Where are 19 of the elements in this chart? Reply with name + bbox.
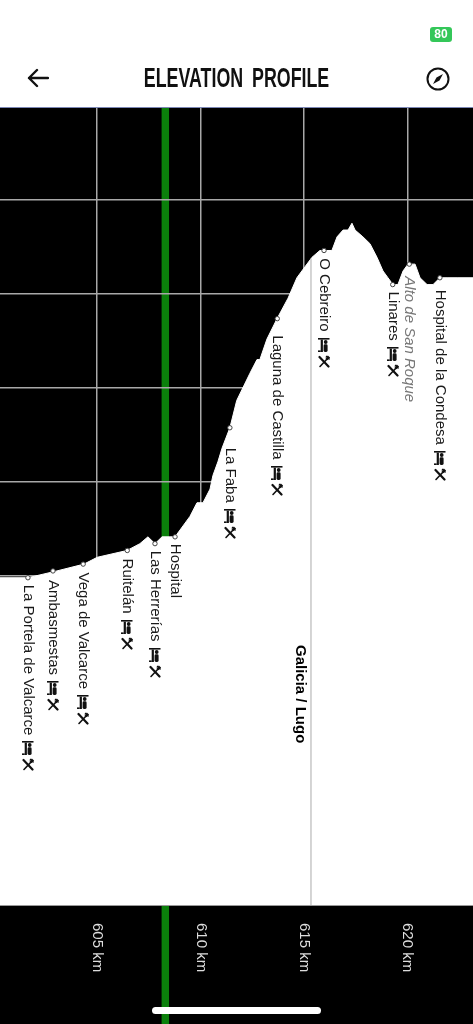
annotation: Linares — [385, 291, 403, 341]
x-tick-label: 615 km — [297, 923, 315, 973]
annotation: Ambasmestas — [45, 580, 63, 676]
x-tick-label: 610 km — [193, 923, 211, 973]
annotation: La Faba — [222, 447, 240, 504]
ref-line-label: Galicia / Lugo — [292, 645, 310, 744]
annotation: Vega de Valcarce — [76, 572, 94, 690]
annotation: La Portela de Valcarce — [20, 584, 38, 736]
annotation: O Cebreiro — [316, 258, 334, 332]
annotation: Laguna de Castilla — [270, 335, 288, 461]
annotation: Hospital — [167, 543, 185, 599]
chart-title: ELEVATION PROFILE — [143, 62, 330, 94]
annotation: Alto de San Roque — [402, 275, 420, 403]
annotation: Hospital de la Condesa — [432, 289, 450, 446]
battery-icon: 80 — [430, 27, 452, 42]
annotation: Ruitelán — [120, 558, 138, 614]
x-tick-label: 605 km — [90, 923, 108, 973]
x-tick-label: 620 km — [400, 923, 418, 973]
annotation: Las Herrerías — [147, 550, 165, 642]
